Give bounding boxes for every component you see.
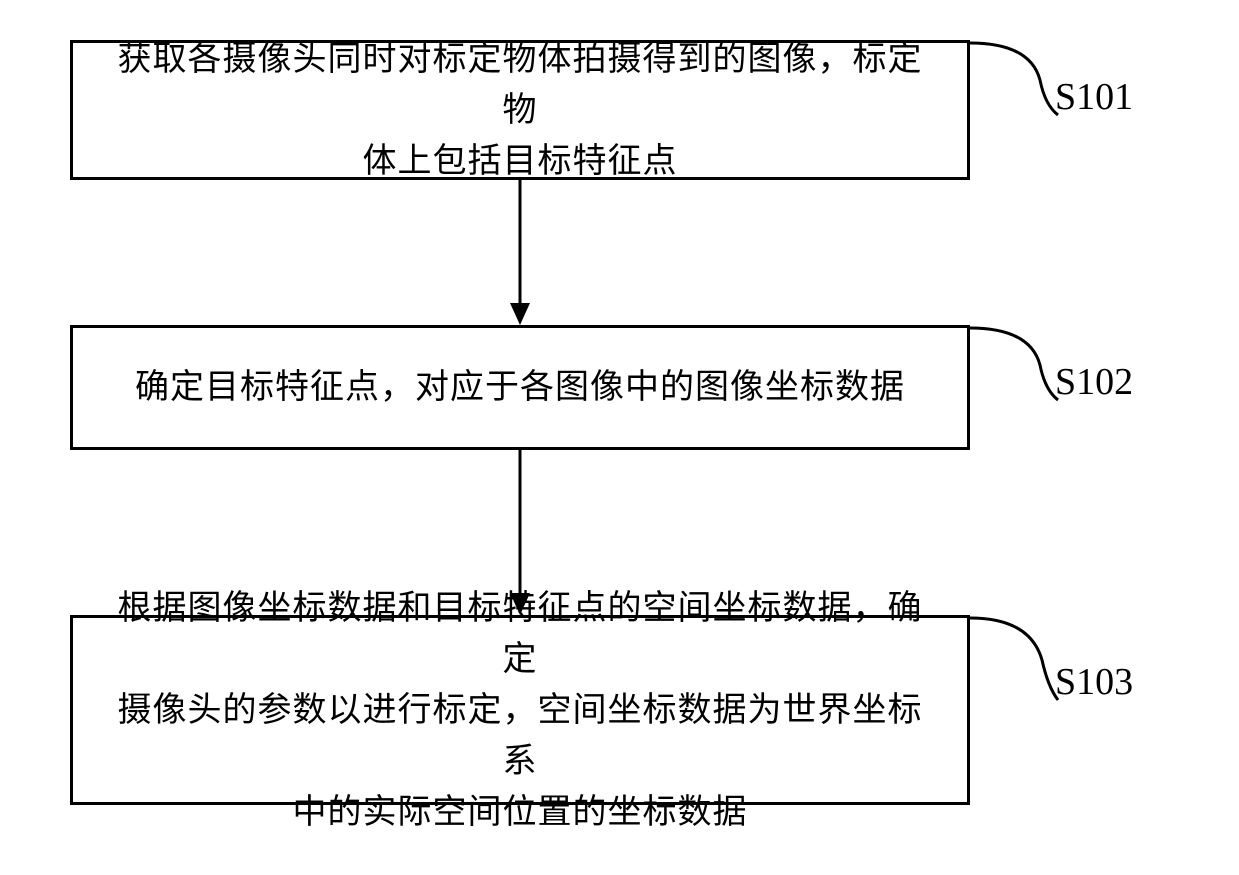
step-1-line-1: 获取各摄像头同时对标定物体拍摄得到的图像，标定物	[118, 41, 923, 129]
step-1-line-2: 体上包括目标特征点	[363, 143, 678, 180]
flowchart-container: 获取各摄像头同时对标定物体拍摄得到的图像，标定物 体上包括目标特征点 S101 …	[0, 0, 1239, 875]
connector-curve-2	[970, 325, 1060, 405]
step-box-2: 确定目标特征点，对应于各图像中的图像坐标数据	[70, 325, 970, 450]
step-text-2: 确定目标特征点，对应于各图像中的图像坐标数据	[135, 362, 905, 413]
connector-curve-3	[970, 615, 1060, 705]
step-label-1: S101	[1055, 75, 1133, 119]
step-3-line-3: 中的实际空间位置的坐标数据	[293, 794, 748, 831]
step-text-3: 根据图像坐标数据和目标特征点的空间坐标数据，确定 摄像头的参数以进行标定，空间坐…	[103, 583, 937, 838]
step-label-2: S102	[1055, 360, 1133, 404]
step-2-line-1: 确定目标特征点，对应于各图像中的图像坐标数据	[135, 369, 905, 406]
arrow-1	[505, 180, 535, 325]
step-box-3: 根据图像坐标数据和目标特征点的空间坐标数据，确定 摄像头的参数以进行标定，空间坐…	[70, 615, 970, 805]
step-3-line-2: 摄像头的参数以进行标定，空间坐标数据为世界坐标系	[118, 692, 923, 780]
step-text-1: 获取各摄像头同时对标定物体拍摄得到的图像，标定物 体上包括目标特征点	[103, 34, 937, 187]
step-box-1: 获取各摄像头同时对标定物体拍摄得到的图像，标定物 体上包括目标特征点	[70, 40, 970, 180]
step-label-3: S103	[1055, 660, 1133, 704]
step-3-line-1: 根据图像坐标数据和目标特征点的空间坐标数据，确定	[118, 590, 923, 678]
connector-curve-1	[970, 40, 1060, 120]
